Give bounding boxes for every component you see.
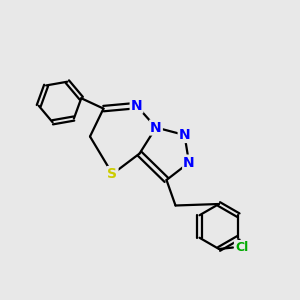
- Text: S: S: [107, 167, 118, 181]
- Text: N: N: [150, 121, 162, 134]
- Text: N: N: [179, 128, 190, 142]
- Text: Cl: Cl: [235, 241, 248, 254]
- Text: N: N: [183, 156, 195, 170]
- Text: N: N: [131, 99, 142, 112]
